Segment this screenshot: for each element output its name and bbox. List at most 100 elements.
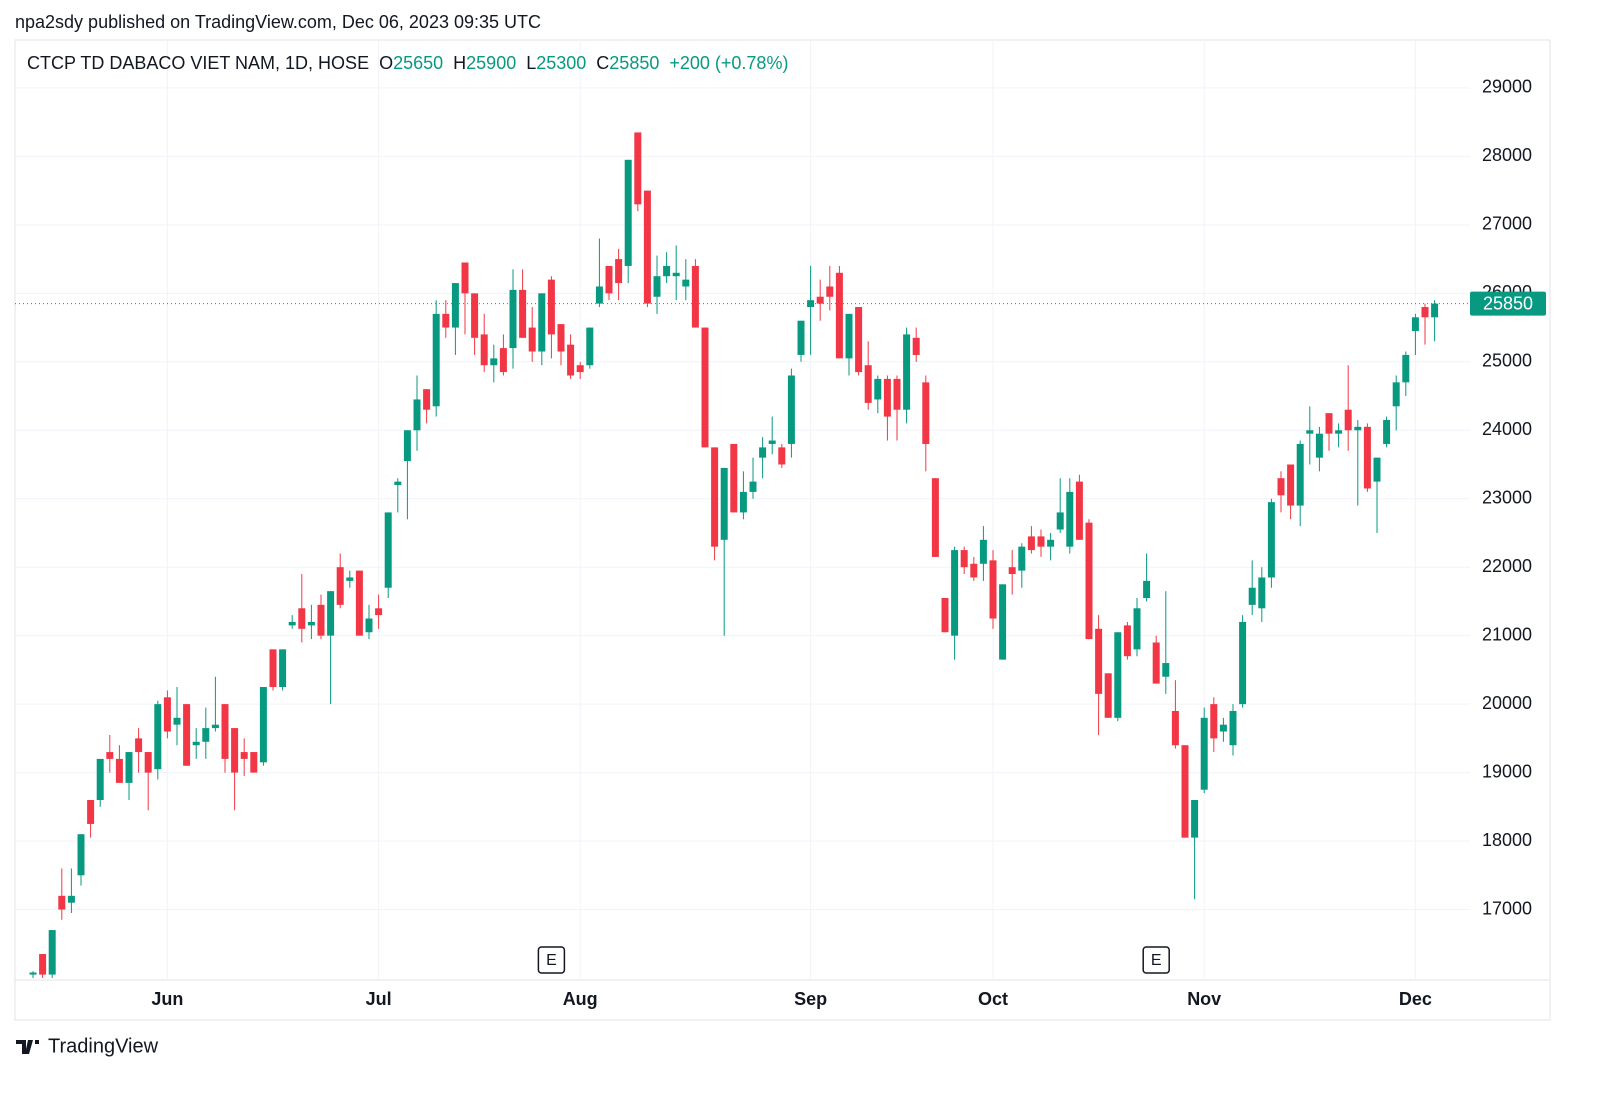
candle-body bbox=[768, 440, 776, 444]
candle-body bbox=[1123, 625, 1131, 657]
candle-body bbox=[519, 289, 527, 338]
candle-body bbox=[682, 279, 690, 287]
y-tick-label: 17000 bbox=[1482, 898, 1532, 918]
candle-body bbox=[1373, 457, 1381, 482]
candle-body bbox=[615, 259, 623, 284]
candle-body bbox=[221, 704, 229, 759]
candle-body bbox=[567, 344, 575, 376]
x-tick-label: Jul bbox=[366, 989, 392, 1009]
candle-body bbox=[691, 265, 699, 328]
candle-body bbox=[355, 570, 363, 636]
candle-body bbox=[1239, 621, 1247, 705]
candle-body bbox=[1229, 710, 1237, 746]
candle-body bbox=[711, 447, 719, 547]
labels: 17000 18000 19000 20000 21000 22000 23000 24000… bbox=[151, 77, 1546, 1009]
candle-body bbox=[595, 286, 603, 304]
candle-body bbox=[307, 621, 315, 626]
candle-body bbox=[576, 365, 584, 373]
candle-body bbox=[29, 972, 37, 975]
candle-body bbox=[826, 286, 834, 297]
candle-body bbox=[1056, 512, 1064, 530]
candle-body bbox=[922, 382, 930, 444]
candle-body bbox=[1344, 409, 1352, 431]
candle-body bbox=[163, 697, 171, 732]
y-tick-label: 19000 bbox=[1482, 761, 1532, 781]
candle-body bbox=[1335, 430, 1343, 434]
candle-body bbox=[653, 276, 661, 297]
candle-body bbox=[883, 378, 891, 417]
y-tick-label: 22000 bbox=[1482, 556, 1532, 576]
candle-body bbox=[759, 447, 767, 458]
candle-body bbox=[1114, 632, 1122, 718]
candle-body bbox=[115, 758, 123, 783]
candle-body bbox=[528, 327, 536, 352]
candle-body bbox=[202, 728, 210, 742]
candle-body bbox=[231, 728, 239, 773]
candle-body bbox=[269, 649, 277, 688]
event-marker bbox=[537, 946, 566, 974]
candle-body bbox=[384, 512, 392, 588]
y-tick-label: 21000 bbox=[1482, 624, 1532, 644]
price-label: 25850 bbox=[1483, 293, 1533, 313]
candle-body bbox=[375, 608, 383, 616]
candle-body bbox=[749, 481, 757, 492]
candle-body bbox=[1047, 539, 1055, 547]
candle-body bbox=[1277, 478, 1285, 496]
candle-body bbox=[1354, 426, 1362, 431]
candle-body bbox=[125, 752, 133, 783]
candle-body bbox=[490, 358, 498, 366]
candle-body bbox=[317, 604, 325, 636]
brand: TradingView bbox=[48, 1035, 159, 1057]
candle-body bbox=[1095, 628, 1103, 694]
candle-body bbox=[989, 560, 997, 619]
y-tick-label: 20000 bbox=[1482, 693, 1532, 713]
candle-body bbox=[1133, 608, 1141, 650]
candle-body bbox=[1162, 663, 1170, 677]
candle-body bbox=[586, 327, 594, 366]
candle-body bbox=[816, 296, 824, 304]
candle-body bbox=[1210, 704, 1218, 739]
candle-body bbox=[471, 293, 479, 338]
legend-part: H bbox=[453, 53, 466, 73]
price-label-bg bbox=[1470, 291, 1546, 316]
candle-body bbox=[730, 443, 738, 513]
candle-body bbox=[941, 598, 949, 633]
candle-body bbox=[672, 272, 680, 277]
candle-body bbox=[663, 265, 671, 277]
candle-body bbox=[931, 478, 939, 557]
candle-body bbox=[154, 704, 162, 770]
candle-body bbox=[279, 649, 287, 688]
event-label: E bbox=[1151, 952, 1162, 969]
legend-part: 25900 bbox=[466, 53, 516, 73]
y-tick-label: 24000 bbox=[1482, 419, 1532, 439]
candle-body bbox=[461, 262, 469, 294]
legend-line: CTCP TD DABACO VIET NAM, 1D, HOSE O25650 H… bbox=[27, 53, 788, 73]
candle-body bbox=[240, 752, 248, 759]
candle-body bbox=[835, 272, 843, 359]
x-tick-label: Nov bbox=[1187, 989, 1221, 1009]
candle-body bbox=[1287, 464, 1295, 506]
candle-body bbox=[135, 738, 143, 753]
legend-part: CTCP TD DABACO VIET NAM, 1D, HOSE bbox=[27, 53, 369, 73]
candle-body bbox=[1296, 443, 1304, 506]
candle-body bbox=[509, 289, 517, 349]
candle-body bbox=[557, 324, 565, 352]
candle-body bbox=[1383, 419, 1391, 444]
candle-body bbox=[327, 591, 335, 636]
candle-body bbox=[1258, 577, 1266, 609]
candle-body bbox=[979, 539, 987, 564]
candle-body bbox=[336, 567, 344, 605]
candle-body bbox=[1008, 567, 1016, 575]
candle-body bbox=[1152, 642, 1160, 684]
candle-body bbox=[701, 327, 709, 448]
candle-body bbox=[1267, 502, 1275, 578]
candle-body bbox=[67, 895, 75, 903]
candle-body bbox=[1066, 491, 1074, 547]
candle-body bbox=[893, 378, 901, 410]
candle-body bbox=[624, 159, 632, 266]
x-tick-label: Dec bbox=[1399, 989, 1432, 1009]
candle-body bbox=[547, 279, 555, 335]
candle-body bbox=[1191, 799, 1199, 838]
candle-body bbox=[183, 704, 191, 766]
